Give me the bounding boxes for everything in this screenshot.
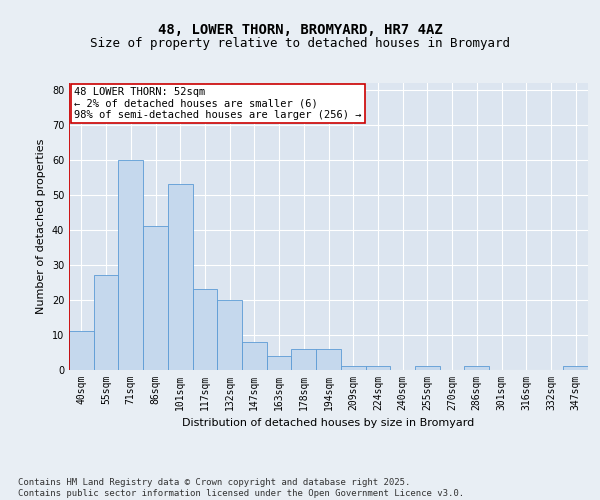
X-axis label: Distribution of detached houses by size in Bromyard: Distribution of detached houses by size … (182, 418, 475, 428)
Bar (94, 276, 118, 370)
Bar (118, 160, 143, 370)
Bar (217, 300, 242, 370)
Bar (292, 349, 316, 370)
Bar (464, 366, 489, 370)
Text: 48, LOWER THORN, BROMYARD, HR7 4AZ: 48, LOWER THORN, BROMYARD, HR7 4AZ (158, 22, 442, 36)
Y-axis label: Number of detached properties: Number of detached properties (36, 138, 46, 314)
Bar (69, 332, 94, 370)
Bar (415, 366, 440, 370)
Text: Size of property relative to detached houses in Bromyard: Size of property relative to detached ho… (90, 38, 510, 51)
Bar (193, 290, 217, 370)
Bar (563, 366, 588, 370)
Bar (242, 342, 267, 370)
Text: 48 LOWER THORN: 52sqm
← 2% of detached houses are smaller (6)
98% of semi-detach: 48 LOWER THORN: 52sqm ← 2% of detached h… (74, 87, 362, 120)
Bar (341, 366, 365, 370)
Bar (168, 184, 193, 370)
Bar (143, 226, 168, 370)
Bar (365, 366, 390, 370)
Bar (316, 349, 341, 370)
Text: Contains HM Land Registry data © Crown copyright and database right 2025.
Contai: Contains HM Land Registry data © Crown c… (18, 478, 464, 498)
Bar (267, 356, 292, 370)
